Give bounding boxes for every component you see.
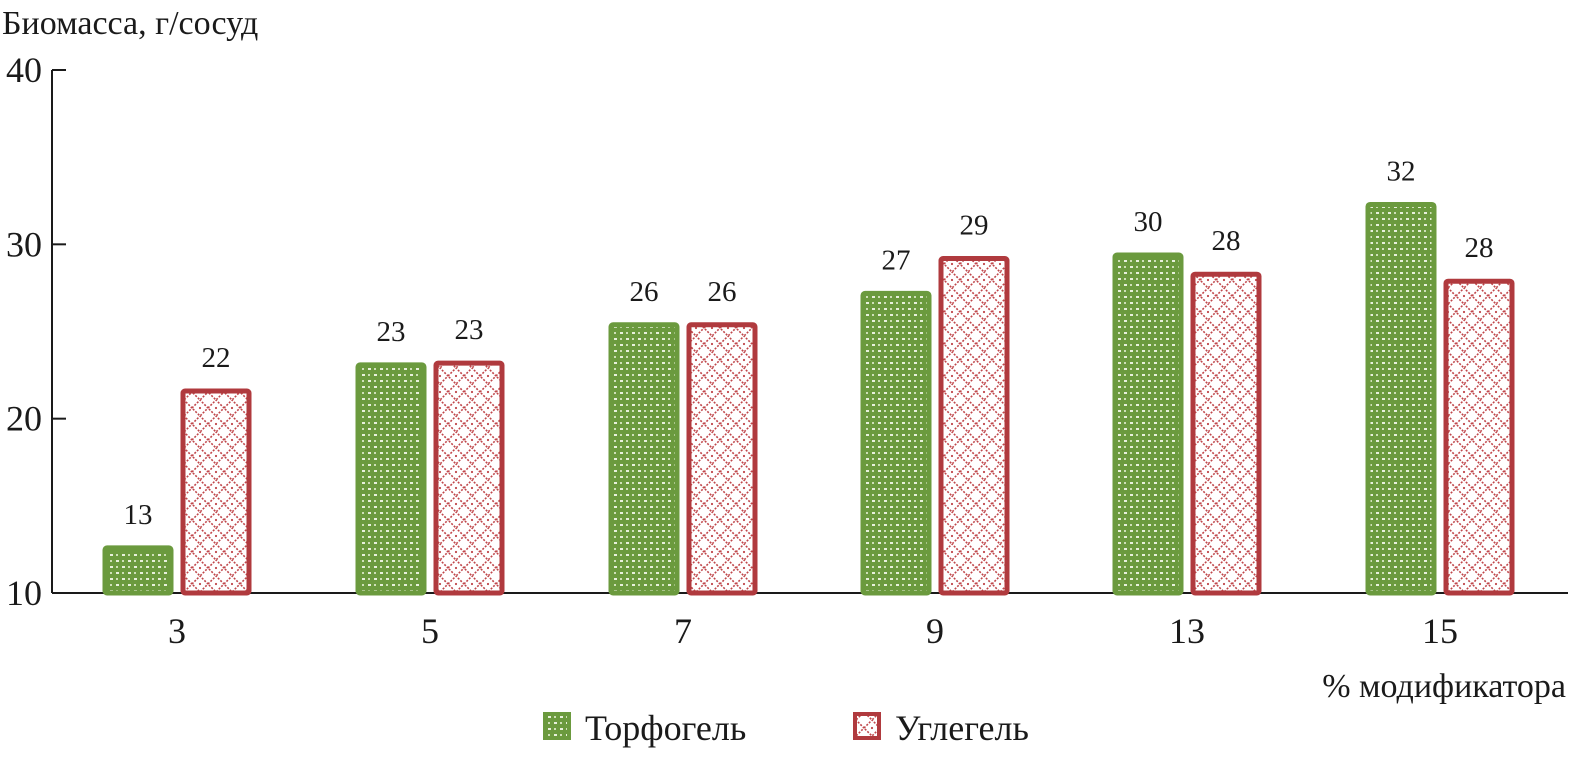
data-label: 27 [882,244,911,276]
x-tick-label: 7 [674,611,692,651]
bar-uglegel-5 [433,360,505,596]
data-label: 23 [377,316,406,348]
bar-uglegel-15 [1443,278,1515,596]
bar-torfogel-3 [102,545,174,596]
bar-uglegel-3 [180,388,252,596]
data-label: 22 [202,342,231,374]
y-axis-label: Биомасса, г/сосуд [2,5,258,42]
data-label: 32 [1387,155,1416,187]
x-tick-label: 13 [1169,611,1205,651]
data-label: 28 [1465,232,1494,264]
legend: Торфогель Углегель [543,708,1029,748]
y-tick-label: 30 [6,224,42,264]
bar-torfogel-5 [355,362,427,596]
x-ticks: 3 5 7 9 13 15 [168,611,1458,651]
legend-swatch-uglegel [853,712,881,740]
data-label: 23 [455,314,484,346]
x-tick-label: 9 [926,611,944,651]
data-label: 29 [960,210,989,242]
data-label: 26 [630,276,659,308]
y-ticks: 10 20 30 40 [6,50,66,613]
y-tick-label: 40 [6,50,42,90]
data-label: 26 [708,276,737,308]
x-tick-label: 15 [1422,611,1458,651]
x-axis-label: % модификатора [1322,668,1566,705]
bar-uglegel-7 [686,322,758,596]
legend-label: Углегель [895,708,1029,748]
y-tick-label: 20 [6,399,42,439]
bar-torfogel-7 [608,322,680,596]
data-label: 30 [1134,206,1163,238]
bar-uglegel-9 [938,256,1010,596]
bar-torfogel-15 [1365,201,1437,596]
bar-uglegel-13 [1190,271,1262,596]
x-tick-label: 5 [421,611,439,651]
bar-torfogel-13 [1112,252,1184,596]
data-label: 13 [124,499,153,531]
y-tick-label: 10 [6,573,42,613]
legend-swatch-torfogel [543,712,571,740]
data-label: 28 [1212,225,1241,257]
axes [51,70,1568,594]
bars: 13 22 23 23 26 26 27 29 30 28 32 28 [102,155,1515,596]
bar-torfogel-9 [860,290,932,596]
legend-label: Торфогель [585,708,746,748]
x-tick-label: 3 [168,611,186,651]
